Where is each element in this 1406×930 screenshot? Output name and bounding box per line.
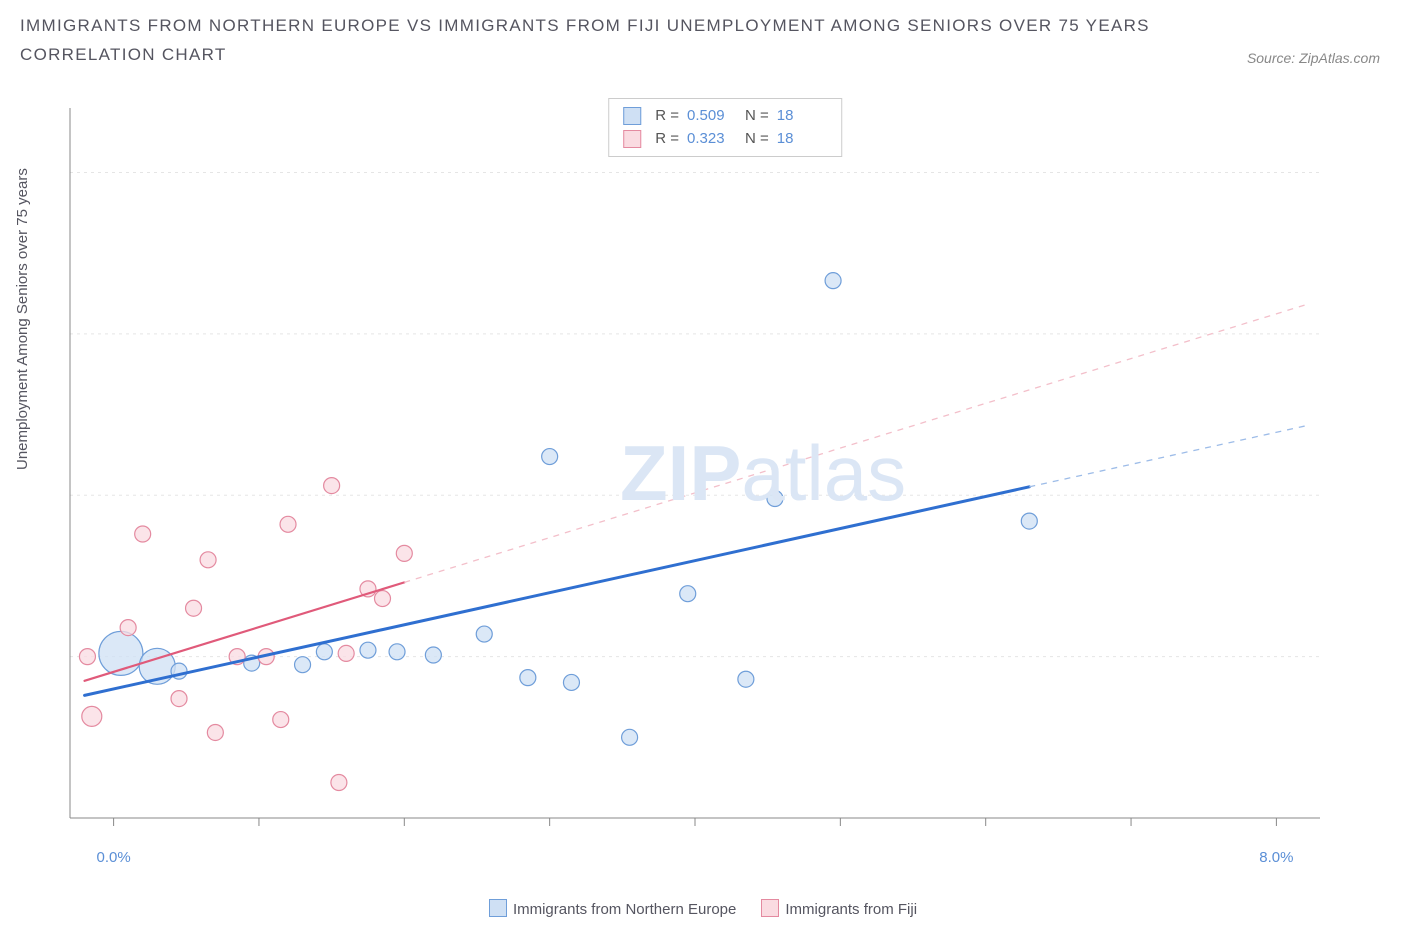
correlation-legend: R = 0.509 N = 18 R = 0.323 N = 18 (608, 98, 842, 157)
correlation-legend-row: R = 0.509 N = 18 (623, 105, 827, 128)
header: IMMIGRANTS FROM NORTHERN EUROPE VS IMMIG… (0, 0, 1406, 70)
legend-swatch (623, 107, 641, 125)
title-line-1: IMMIGRANTS FROM NORTHERN EUROPE VS IMMIG… (20, 16, 1150, 35)
n-value: 18 (777, 105, 827, 128)
source-label: Source: ZipAtlas.com (1247, 50, 1386, 70)
n-label: N = (745, 105, 769, 128)
legend-swatch (761, 899, 779, 917)
x-tick: 8.0% (1259, 849, 1293, 866)
title-line-2: CORRELATION CHART (20, 45, 227, 64)
n-value: 18 (777, 128, 827, 151)
r-value: 0.509 (687, 105, 737, 128)
series-legend: Immigrants from Northern Europe Immigran… (0, 899, 1406, 918)
legend-label: Immigrants from Northern Europe (513, 901, 736, 918)
r-label: R = (655, 105, 679, 128)
legend-swatch (623, 130, 641, 148)
scatter-plot (60, 98, 1390, 838)
r-label: R = (655, 128, 679, 151)
correlation-legend-row: R = 0.323 N = 18 (623, 128, 827, 151)
legend-label: Immigrants from Fiji (785, 901, 917, 918)
legend-swatch (489, 899, 507, 917)
chart-area: ZIPatlas R =0.509N =18R =0.323N =18 10.0… (60, 98, 1390, 838)
r-value: 0.323 (687, 128, 737, 151)
y-axis-label: Unemployment Among Seniors over 75 years (14, 168, 31, 470)
x-tick: 0.0% (96, 849, 130, 866)
chart-title: IMMIGRANTS FROM NORTHERN EUROPE VS IMMIG… (20, 12, 1150, 70)
n-label: N = (745, 128, 769, 151)
